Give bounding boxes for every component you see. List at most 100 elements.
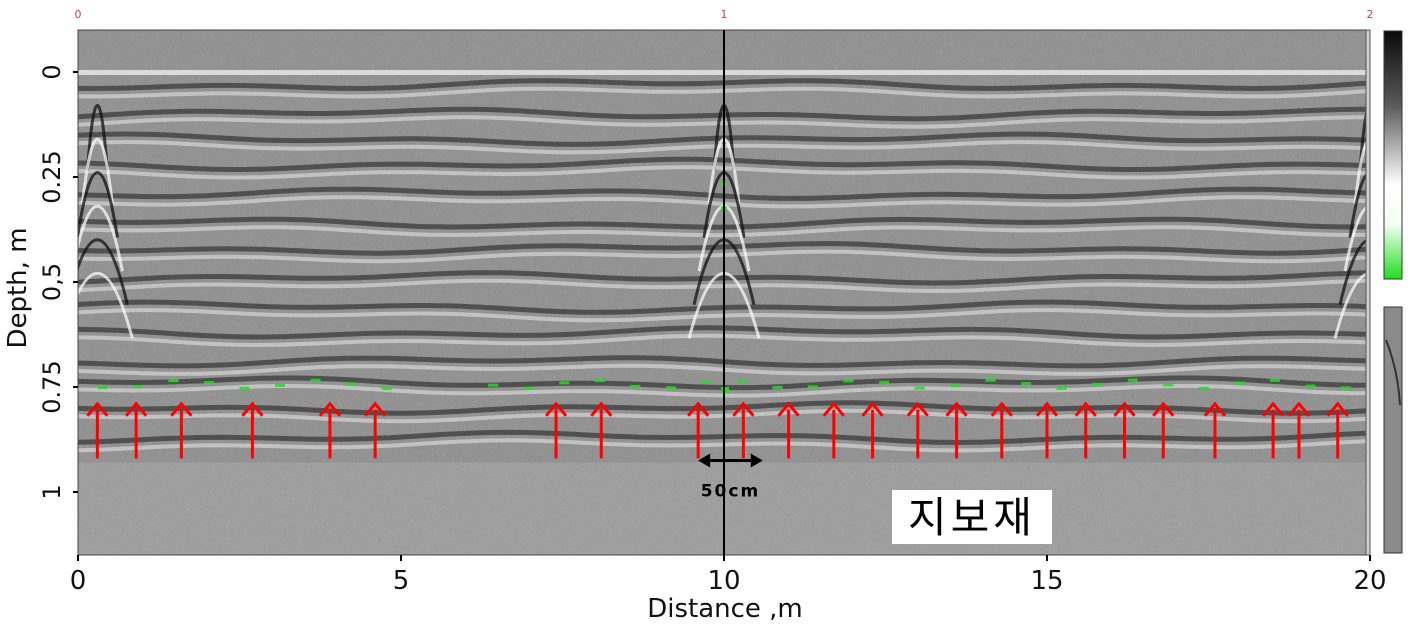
region-label: 지보재 [908, 493, 1036, 542]
green-highlight [488, 383, 499, 387]
reflector-band-dark [78, 241, 1367, 256]
red-arrow-head [1152, 401, 1175, 417]
green-highlight [1021, 382, 1032, 386]
green-highlight [523, 386, 534, 390]
scale-label: 50cm [701, 482, 760, 502]
hyperbola-arc [78, 238, 129, 306]
red-arrow-head [1261, 401, 1285, 417]
red-arrow-head [86, 401, 109, 417]
region-label-box [892, 490, 1052, 544]
green-highlight [985, 378, 996, 382]
reflector-band-light [78, 225, 1367, 238]
top-marker-label: 0 [75, 8, 82, 21]
reflector-band-dark [78, 216, 1367, 230]
green-highlight [665, 386, 676, 390]
red-arrow-head [590, 401, 613, 417]
hyperbola-arc [78, 171, 119, 238]
green-highlight [559, 381, 570, 385]
hyperbola-arc [1358, 103, 1370, 171]
green-highlight [1056, 386, 1067, 390]
red-arrow-head [1326, 401, 1349, 417]
hyperbola-arc [78, 272, 134, 339]
reflector-band-dark [78, 355, 1367, 369]
red-arrow-head [241, 401, 264, 417]
green-highlight [203, 381, 214, 385]
colorbar [1365, 29, 1403, 556]
scale-annotation: 50cm [698, 453, 763, 502]
red-arrow-head [1287, 401, 1311, 417]
red-arrow-head [364, 401, 387, 417]
reflector-band-light [78, 278, 1367, 294]
green-highlight [1127, 378, 1138, 382]
green-highlight [1198, 386, 1209, 390]
green-highlight [1163, 383, 1174, 387]
green-highlight [239, 386, 250, 390]
red-arrow-head [170, 401, 193, 417]
reflector-band-dark [78, 299, 1367, 315]
radargram-image [78, 30, 1370, 555]
hyperbola-arc [1343, 204, 1370, 272]
top-marker-label: 1 [721, 8, 728, 21]
x-tick-label: 15 [1030, 566, 1063, 596]
green-highlight [1269, 378, 1280, 382]
y-tick-label: 0 [38, 64, 66, 79]
colorbar-curve [1385, 339, 1401, 406]
hyperbola-arc [1348, 171, 1370, 238]
green-highlight [1234, 381, 1245, 385]
right-edge-bar [1365, 29, 1371, 556]
green-highlight [594, 378, 605, 382]
red-arrow-head [906, 401, 929, 417]
reflector-band-dark [78, 78, 1367, 92]
reflector-band-light [78, 384, 1366, 398]
red-arrow-head [861, 401, 884, 417]
reflector-band-light [78, 139, 1367, 155]
red-arrow-head [945, 401, 968, 417]
top-marker-label: 2 [1367, 8, 1374, 21]
y-tick-label: 0,5 [38, 263, 66, 301]
reflector-band-light [78, 195, 1367, 209]
reflector-band-dark [78, 106, 1366, 122]
scale-arrowhead-right [750, 453, 763, 468]
reflector-band-dark [78, 270, 1367, 286]
colorbar-lower [1383, 306, 1403, 554]
reflector-band-dark [78, 429, 1367, 446]
red-arrow-head [687, 401, 710, 417]
green-highlight [950, 384, 961, 388]
reflector-band-light [78, 363, 1367, 376]
hyperbola-arc [85, 103, 109, 171]
green-highlight [914, 386, 925, 390]
scale-arrowhead-left [698, 453, 711, 468]
x-axis-label: Distance ,m [647, 594, 803, 624]
x-tick-label: 0 [70, 566, 87, 596]
reflector-band-dark [78, 325, 1367, 340]
reflector-band-dark [78, 131, 1367, 147]
y-tick-label: 0.75 [38, 360, 66, 413]
y-axis-label: Depth, m [3, 227, 33, 348]
red-arrow-head [544, 401, 568, 417]
x-tick-label: 5 [393, 566, 410, 596]
reflector-band-light [78, 115, 1366, 129]
hyperbola-arc [1353, 137, 1370, 205]
green-highlight [807, 385, 818, 389]
reflector-band-dark [78, 186, 1367, 201]
reflector-band-light [78, 249, 1367, 264]
red-arrow-head [1203, 401, 1227, 417]
red-arrow-head [1113, 401, 1136, 417]
green-highlight [346, 382, 357, 386]
green-highlight [1340, 386, 1351, 390]
red-arrow-head [990, 401, 1013, 417]
green-highlight [168, 379, 179, 383]
reflector-band-light [78, 165, 1367, 180]
y-tick-label: 1 [38, 484, 66, 499]
red-arrow-head [732, 401, 755, 417]
hyperbola-arc [80, 137, 114, 205]
green-highlight [310, 378, 321, 382]
green-highlight [772, 385, 783, 389]
red-arrow-head [1035, 401, 1059, 417]
green-highlight [630, 384, 641, 388]
red-arrow-head [124, 401, 148, 417]
reflector-band-dark [78, 400, 1367, 416]
reflector-band-light [78, 86, 1367, 99]
green-highlight [1092, 382, 1103, 386]
